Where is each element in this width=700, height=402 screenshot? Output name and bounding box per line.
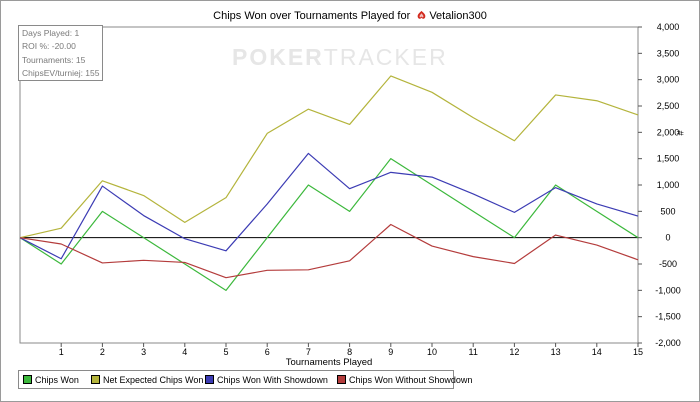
- y-tick-label: -500: [659, 259, 677, 269]
- watermark-logo: POKERTRACKER: [232, 44, 448, 71]
- y-tick-label: 2,500: [657, 101, 680, 111]
- y-tick-label: 0: [665, 233, 670, 243]
- legend-item-net-expected-chips-won: Net Expected Chips Won: [91, 375, 203, 385]
- legend-label: Chips Won With Showdown: [217, 375, 328, 385]
- legend-label: Chips Won: [35, 375, 79, 385]
- legend-label: Net Expected Chips Won: [103, 375, 204, 385]
- y-tick-label: -1,000: [655, 285, 681, 295]
- legend-swatch: [23, 375, 32, 384]
- watermark-text-poker: POKER: [232, 44, 324, 70]
- x-tick-label: 11: [469, 347, 478, 357]
- x-tick-label: 1: [59, 347, 64, 357]
- y-tick-label: 1,500: [657, 154, 680, 164]
- stat-days-played: Days Played: 1: [22, 28, 80, 38]
- stats-box: Days Played: 1 ROI %: -20.00 Tournaments…: [18, 25, 103, 81]
- legend-item-chips-won-with-showdown: Chips Won With Showdown: [205, 375, 328, 385]
- stat-chips-ev: ChipsEV/turniej: 155: [22, 68, 100, 79]
- y-tick-label: 3,000: [657, 75, 680, 85]
- y-tick-label: 1,000: [657, 180, 680, 190]
- x-tick-label: 3: [141, 347, 146, 357]
- chart-legend: Chips Won Net Expected Chips Won Chips Won…: [18, 370, 472, 389]
- x-tick-label: 5: [223, 347, 228, 357]
- y-tick-label: -2,000: [655, 338, 681, 348]
- x-tick-label: 14: [592, 347, 602, 357]
- x-tick-label: 15: [633, 347, 643, 357]
- y-axis-label: #: [675, 130, 685, 135]
- x-tick-label: 6: [265, 347, 270, 357]
- stat-roi: ROI %: -20.00: [22, 41, 76, 52]
- watermark-text-tracker: TRACKER: [323, 44, 448, 70]
- x-tick-label: 7: [306, 347, 311, 357]
- legend-label: Chips Won Without Showdown: [349, 375, 473, 385]
- x-axis-label: Tournaments Played: [286, 357, 373, 368]
- series-line-chips-won-without-showdown: [19, 223, 639, 279]
- y-tick-label: 4,000: [657, 22, 680, 32]
- series-line-chips-won-with-showdown: [19, 152, 639, 260]
- legend-item-chips-won: Chips Won: [23, 375, 79, 385]
- legend-swatch: [337, 375, 346, 384]
- y-tick-label: 500: [660, 206, 675, 216]
- y-tick-label: 2,000: [657, 127, 680, 137]
- player-name: Vetalion300: [429, 10, 487, 22]
- x-tick-label: 8: [347, 347, 352, 357]
- series-line-chips-won: [19, 158, 639, 291]
- y-tick-label: -1,500: [655, 312, 681, 322]
- x-tick-label: 12: [509, 347, 519, 357]
- x-tick-label: 2: [100, 347, 105, 357]
- chart-title: Chips Won over Tournaments Played for Ve…: [0, 10, 700, 22]
- x-tick-label: 13: [551, 347, 561, 357]
- legend-swatch: [205, 375, 214, 384]
- y-tick-label: 3,500: [657, 48, 680, 58]
- series-line-net-expected-chips-won: [19, 75, 639, 239]
- x-tick-label: 9: [388, 347, 393, 357]
- stat-tournaments: Tournaments: 15: [22, 54, 86, 65]
- x-tick-label: 10: [427, 347, 437, 357]
- poker-site-logo-icon: [417, 10, 426, 19]
- chart-title-text: Chips Won over Tournaments Played for: [213, 10, 411, 22]
- legend-item-chips-won-without-showdown: Chips Won Without Showdown: [337, 375, 472, 385]
- legend-swatch: [91, 375, 100, 384]
- x-tick-label: 4: [182, 347, 187, 357]
